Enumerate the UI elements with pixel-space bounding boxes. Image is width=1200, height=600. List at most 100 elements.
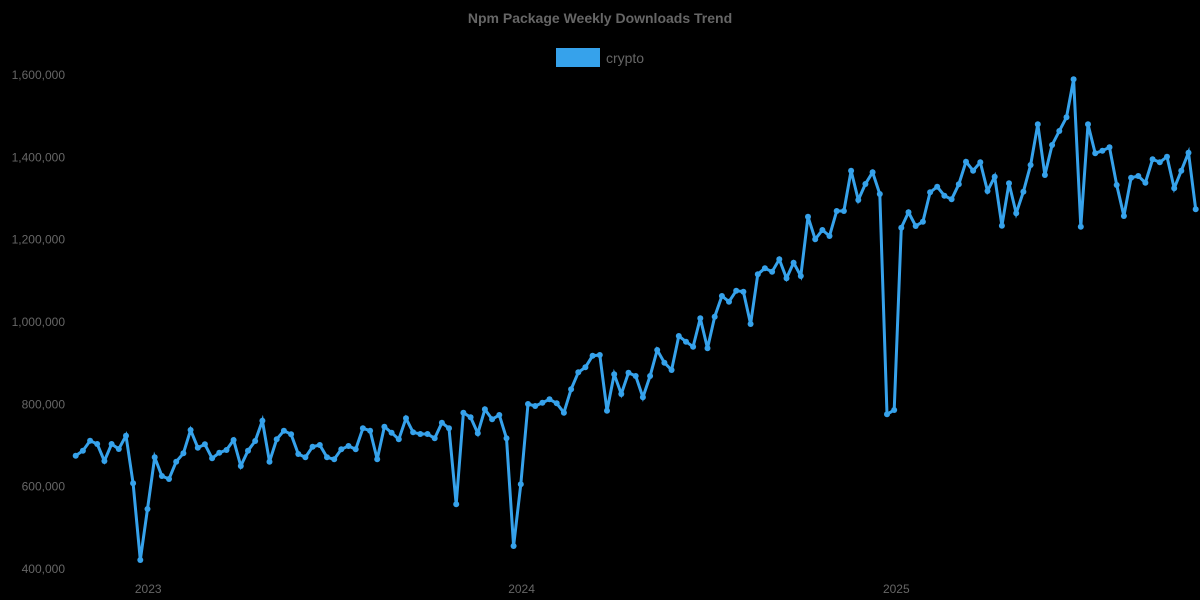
data-point[interactable]	[546, 396, 553, 403]
data-point[interactable]	[754, 271, 761, 278]
data-point[interactable]	[381, 423, 388, 430]
data-point[interactable]	[1142, 179, 1149, 186]
data-point[interactable]	[1092, 150, 1099, 157]
data-point[interactable]	[905, 209, 912, 216]
data-point[interactable]	[1020, 188, 1027, 195]
data-point[interactable]	[345, 443, 352, 449]
data-point[interactable]	[991, 173, 998, 180]
data-point[interactable]	[280, 427, 287, 434]
data-point[interactable]	[438, 419, 445, 426]
data-point[interactable]	[604, 407, 610, 414]
data-point[interactable]	[201, 441, 208, 448]
data-point[interactable]	[912, 223, 919, 229]
data-point[interactable]	[761, 265, 768, 272]
data-point[interactable]	[848, 167, 855, 174]
data-point[interactable]	[568, 386, 575, 393]
data-point[interactable]	[919, 218, 926, 225]
data-point[interactable]	[446, 425, 452, 432]
data-point[interactable]	[209, 455, 216, 462]
data-point[interactable]	[805, 213, 811, 220]
data-point[interactable]	[539, 399, 546, 406]
data-point[interactable]	[833, 208, 840, 214]
data-point[interactable]	[632, 373, 639, 379]
data-point[interactable]	[173, 458, 180, 465]
data-point[interactable]	[266, 458, 273, 465]
data-point[interactable]	[675, 333, 682, 339]
data-point[interactable]	[474, 430, 481, 437]
data-point[interactable]	[1171, 185, 1178, 192]
data-point[interactable]	[101, 458, 108, 464]
data-point[interactable]	[1120, 213, 1127, 219]
data-point[interactable]	[1013, 210, 1020, 217]
data-point[interactable]	[108, 441, 115, 447]
data-point[interactable]	[216, 449, 223, 456]
data-point[interactable]	[783, 275, 790, 282]
data-point[interactable]	[704, 345, 711, 352]
data-point[interactable]	[417, 431, 424, 437]
data-point[interactable]	[374, 456, 381, 463]
data-point[interactable]	[395, 436, 402, 443]
data-point[interactable]	[898, 224, 905, 231]
data-point[interactable]	[1099, 147, 1106, 154]
data-point[interactable]	[941, 192, 948, 199]
data-point[interactable]	[726, 298, 732, 305]
data-point[interactable]	[532, 403, 539, 409]
data-point[interactable]	[302, 454, 309, 461]
data-point[interactable]	[87, 437, 94, 444]
data-point[interactable]	[245, 447, 251, 454]
data-point[interactable]	[661, 359, 668, 366]
data-point[interactable]	[740, 288, 747, 295]
data-point[interactable]	[424, 431, 431, 437]
data-point[interactable]	[460, 409, 467, 416]
data-point[interactable]	[1034, 121, 1041, 128]
data-point[interactable]	[963, 158, 969, 165]
data-point[interactable]	[331, 456, 338, 463]
data-point[interactable]	[1135, 173, 1142, 179]
data-point[interactable]	[553, 400, 560, 407]
data-point[interactable]	[1128, 174, 1135, 181]
data-point[interactable]	[927, 189, 934, 196]
data-point[interactable]	[1164, 153, 1170, 160]
data-point[interactable]	[891, 407, 898, 413]
data-point[interactable]	[596, 352, 603, 358]
data-point[interactable]	[72, 452, 79, 459]
data-point[interactable]	[503, 435, 510, 442]
data-point[interactable]	[496, 412, 503, 418]
data-point[interactable]	[683, 338, 689, 345]
data-point[interactable]	[934, 183, 941, 190]
data-point[interactable]	[1185, 149, 1192, 156]
data-point[interactable]	[582, 364, 589, 371]
data-point[interactable]	[489, 416, 496, 423]
data-point[interactable]	[1027, 162, 1034, 168]
data-point[interactable]	[1041, 172, 1048, 178]
data-point[interactable]	[166, 476, 172, 482]
data-point[interactable]	[115, 446, 122, 452]
data-point[interactable]	[790, 259, 797, 266]
data-point[interactable]	[252, 438, 259, 444]
data-point[interactable]	[223, 447, 230, 453]
data-point[interactable]	[137, 557, 144, 563]
data-point[interactable]	[288, 431, 295, 438]
data-point[interactable]	[1149, 156, 1156, 163]
data-point[interactable]	[1006, 180, 1012, 187]
data-point[interactable]	[510, 543, 517, 549]
data-point[interactable]	[733, 287, 740, 294]
data-point[interactable]	[1192, 206, 1199, 213]
data-point[interactable]	[776, 256, 783, 263]
data-point[interactable]	[862, 181, 869, 187]
data-point[interactable]	[144, 506, 151, 512]
data-point[interactable]	[1178, 167, 1185, 174]
data-point[interactable]	[1106, 144, 1113, 151]
data-point[interactable]	[876, 191, 883, 197]
data-point[interactable]	[187, 427, 194, 433]
data-point[interactable]	[769, 268, 776, 275]
data-point[interactable]	[948, 196, 955, 203]
data-point[interactable]	[158, 473, 165, 479]
data-point[interactable]	[1085, 121, 1091, 128]
data-point[interactable]	[453, 501, 460, 508]
data-point[interactable]	[123, 432, 129, 439]
data-point[interactable]	[1056, 128, 1063, 134]
data-point[interactable]	[403, 415, 409, 422]
data-point[interactable]	[819, 227, 826, 233]
data-point[interactable]	[611, 371, 618, 378]
